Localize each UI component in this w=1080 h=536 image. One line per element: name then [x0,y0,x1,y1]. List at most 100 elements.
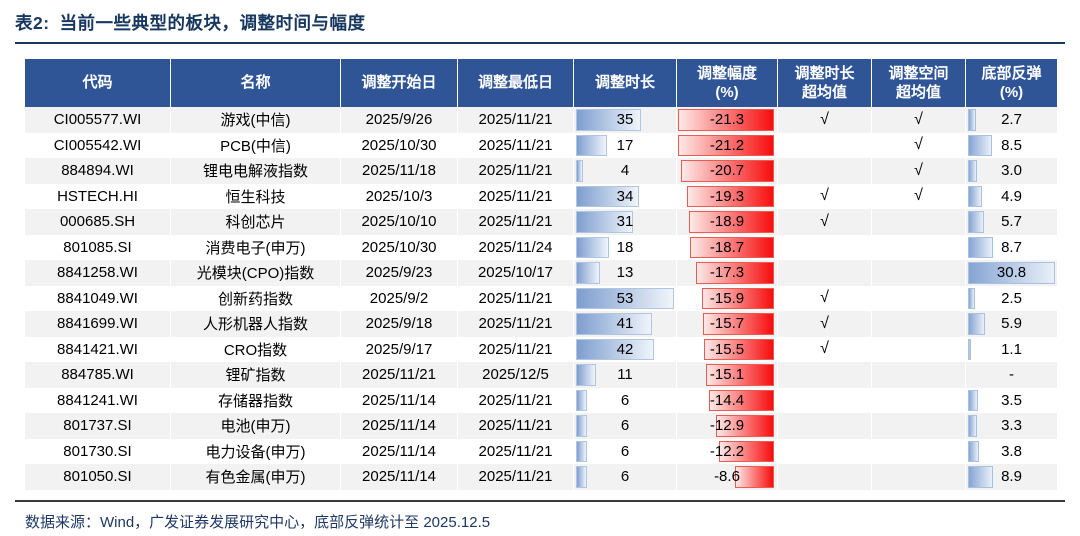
table-row: 801050.SI 有色金属(申万) 2025/11/14 2025/11/21 6 -8… [25,464,1057,490]
name-cell: CRO指数 [170,336,340,362]
low-date-cell: 2025/11/21 [457,413,573,439]
col-header-adj-pct: 调整幅度 (%) [676,59,777,107]
rebound-value: 8.9 [1001,468,1022,486]
low-date-cell: 2025/11/24 [457,234,573,260]
name-cell: 人形机器人指数 [170,311,340,337]
duration-value: 31 [616,213,634,231]
duration-databar [576,287,674,309]
low-date-cell: 2025/10/17 [457,260,573,286]
rebound-cell: 5.7 [965,209,1057,235]
start-date-cell: 2025/10/10 [340,209,457,235]
adj-pct-databar [688,211,774,233]
duration-value: 35 [616,111,634,129]
table-body: CI005577.WI 游戏(中信) 2025/9/26 2025/11/21 35 -2… [25,107,1057,490]
adj-pct-databar [715,415,774,437]
adj-pct-cell: -18.7 [676,234,777,260]
duration-cell: 11 [573,362,676,388]
duration-databar [576,389,588,411]
adj-pct-value: -15.9 [709,289,745,307]
adj-pct-value: -12.9 [709,417,745,435]
duration-cell: 34 [573,183,676,209]
adj-pct-cell: -15.1 [676,362,777,388]
col-header-rebound: 底部反弹 (%) [965,59,1057,107]
adj-pct-databar [678,134,774,156]
rebound-databar [968,338,972,360]
start-date-cell: 2025/11/14 [340,464,457,490]
duration-above-avg-cell [777,438,871,464]
rebound-databar [968,466,994,488]
start-date-cell: 2025/11/14 [340,413,457,439]
duration-value: 6 [620,417,630,435]
rebound-databar [968,262,1056,284]
duration-above-avg-cell [777,260,871,286]
start-date-cell: 2025/11/14 [340,387,457,413]
adj-pct-cell: -19.3 [676,183,777,209]
rebound-databar [968,389,978,411]
col-header-start-date: 调整开始日 [340,59,457,107]
space-above-avg-cell: √ [871,107,965,133]
adj-pct-cell: -15.7 [676,311,777,337]
duration-databar [576,415,588,437]
adj-pct-cell: -8.6 [676,464,777,490]
start-date-cell: 2025/9/18 [340,311,457,337]
adj-pct-value: -19.3 [709,187,745,205]
duration-databar [576,313,652,335]
low-date-cell: 2025/11/21 [457,387,573,413]
table-row: 801085.SI 消费电子(申万) 2025/10/30 2025/11/24 18 -… [25,234,1057,260]
start-date-cell: 2025/11/21 [340,362,457,388]
rebound-cell: 3.8 [965,438,1057,464]
name-cell: 存储器指数 [170,387,340,413]
code-cell: 884785.WI [61,366,134,384]
table-row: CI005542.WI PCB(中信) 2025/10/30 2025/11/21 17… [25,132,1057,158]
adj-pct-value: -18.9 [709,213,745,231]
duration-above-avg-cell: √ [777,107,871,133]
table-row: 8841049.WI 创新药指数 2025/9/2 2025/11/21 53 -15.9… [25,285,1057,311]
space-above-avg-cell [871,387,965,413]
adj-pct-value: -17.3 [709,264,745,282]
start-date-cell: 2025/11/14 [340,438,457,464]
rebound-cell: 30.8 [965,260,1057,286]
duration-cell: 13 [573,260,676,286]
code-cell: 801085.SI [63,238,132,256]
start-date-cell: 2025/10/30 [340,132,457,158]
rebound-value: 4.9 [1001,187,1022,205]
name-cell: 有色金属(申万) [170,464,340,490]
rebound-value: 2.5 [1001,289,1022,307]
code-cell: 8841049.WI [57,289,138,307]
table-row: 884894.WI 锂电电解液指数 2025/11/18 2025/11/21 4 -20… [25,158,1057,184]
duration-above-avg-cell [777,158,871,184]
table-row: 8841241.WI 存储器指数 2025/11/14 2025/11/21 6 -14.… [25,387,1057,413]
duration-databar [576,134,608,156]
duration-above-avg-cell [777,234,871,260]
duration-value: 18 [616,238,634,256]
adj-pct-databar [709,389,774,411]
rebound-databar [968,160,977,182]
space-above-avg-cell [871,260,965,286]
name-cell: 消费电子(申万) [170,234,340,260]
duration-above-avg-cell: √ [777,183,871,209]
low-date-cell: 2025/11/21 [457,132,573,158]
duration-databar [576,364,597,386]
adj-pct-databar [687,185,774,207]
space-above-avg-cell [871,362,965,388]
rebound-value: - [1009,366,1014,384]
table-row: 000685.SH 科创芯片 2025/10/10 2025/11/21 31 -18.9… [25,209,1057,235]
duration-databar [576,466,588,488]
duration-above-avg-cell [777,132,871,158]
rebound-databar [968,313,985,335]
rebound-databar [968,109,976,131]
code-cell: 000685.SH [59,213,136,231]
duration-cell: 6 [573,387,676,413]
code-cell: HSTECH.HI [57,187,138,205]
space-above-avg-cell [871,234,965,260]
duration-databar [576,160,584,182]
duration-databar [576,109,641,131]
rebound-cell: 1.1 [965,336,1057,362]
rebound-value: 5.9 [1001,315,1022,333]
rebound-cell: 5.9 [965,311,1057,337]
rebound-value: 3.8 [1001,442,1022,460]
name-cell: PCB(中信) [170,132,340,158]
rebound-value: 3.0 [1001,162,1022,180]
duration-cell: 6 [573,464,676,490]
duration-cell: 35 [573,107,676,133]
